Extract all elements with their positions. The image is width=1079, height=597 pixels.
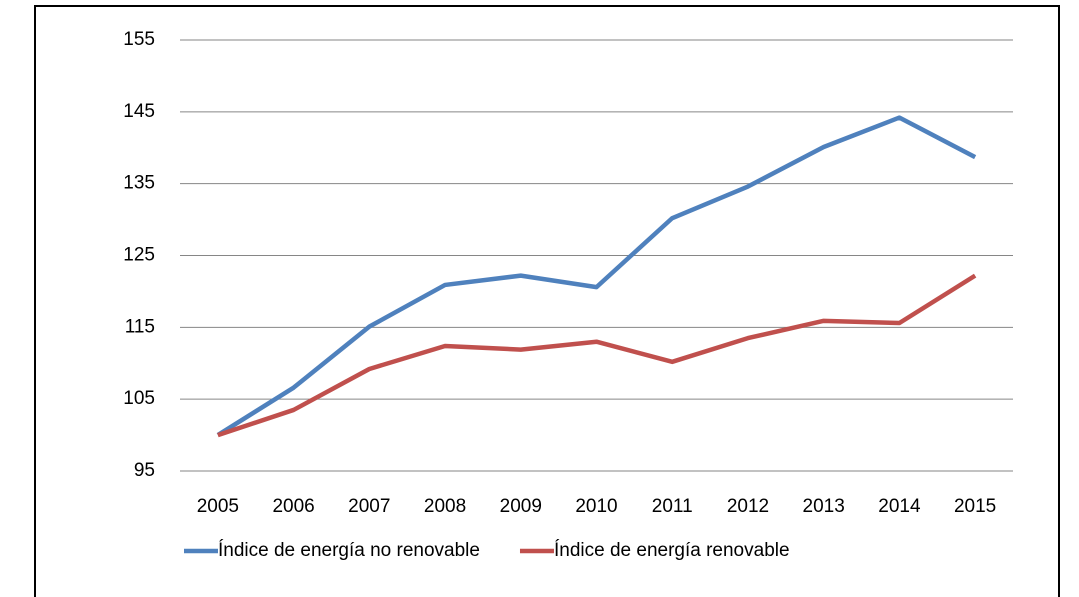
x-tick-label: 2011: [652, 496, 693, 517]
x-tick-label: 2010: [575, 496, 617, 517]
data-line: [217, 273, 977, 438]
x-tick-label: 2009: [500, 496, 542, 517]
x-tick-label: 2015: [954, 496, 996, 517]
x-tick-label: 2012: [727, 496, 769, 517]
chart-border: [34, 5, 1060, 597]
x-tick-label: 2007: [348, 496, 390, 517]
y-tick-label: 125: [123, 245, 155, 266]
legend-label: Índice de energía no renovable: [218, 540, 480, 561]
y-tick-label: 105: [123, 388, 155, 409]
legend-label: Índice de energía renovable: [554, 540, 790, 561]
y-tick-label: 95: [134, 460, 155, 481]
x-tick-label: 2013: [803, 496, 845, 517]
y-tick-label: 145: [123, 101, 155, 122]
x-tick-label: 2014: [878, 496, 921, 517]
data-line: [216, 115, 977, 437]
x-tick-label: 2005: [197, 496, 239, 517]
y-tick-label: 135: [123, 173, 155, 194]
x-tick-label: 2008: [424, 496, 466, 517]
y-tick-label: 115: [125, 316, 155, 337]
y-tick-label: 155: [123, 29, 155, 50]
x-tick-label: 2006: [272, 496, 314, 517]
